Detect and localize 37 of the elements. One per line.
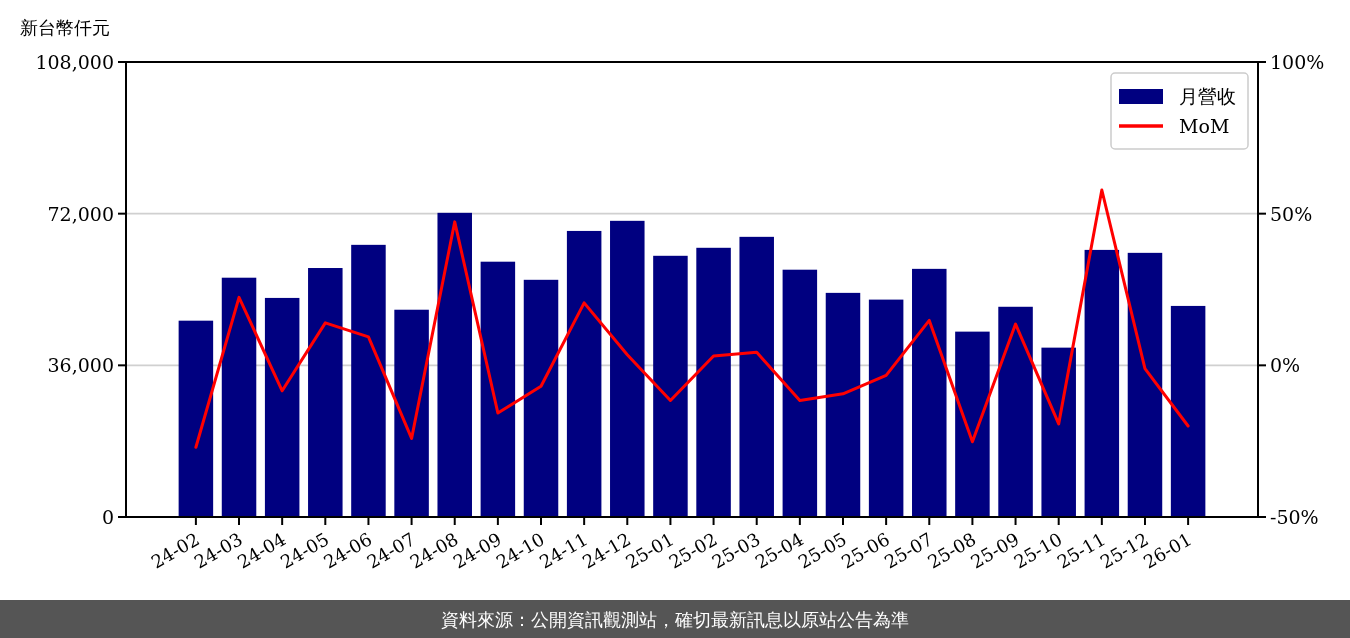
bar xyxy=(437,212,472,517)
y-tick-label: 108,000 xyxy=(35,51,114,73)
bar xyxy=(1170,305,1206,517)
bar xyxy=(825,292,861,517)
y2-tick-label: 100% xyxy=(1270,51,1325,73)
bar xyxy=(523,279,559,517)
bar xyxy=(1127,252,1163,517)
bar xyxy=(351,244,386,517)
y2-tick-label: -50% xyxy=(1270,506,1319,528)
bar xyxy=(696,247,731,517)
y2-tick-label: 0% xyxy=(1270,354,1301,377)
y-axis-title: 新台幣仟元 xyxy=(20,17,110,38)
bar xyxy=(782,269,818,517)
bar xyxy=(739,236,774,517)
bar xyxy=(178,320,214,517)
bar xyxy=(1041,347,1076,517)
bar xyxy=(912,268,947,517)
bar xyxy=(610,220,645,517)
y2-tick-label: 50% xyxy=(1270,202,1313,225)
bar xyxy=(394,309,429,517)
y-tick-label: 36,000 xyxy=(47,354,114,377)
bar xyxy=(1084,249,1120,517)
y-tick-label: 0 xyxy=(101,506,114,528)
bar xyxy=(566,230,602,517)
bar xyxy=(868,299,904,517)
bar xyxy=(955,331,990,517)
line-series xyxy=(194,188,1190,449)
source-note: 資料來源：公開資訊觀測站，確切最新訊息以原站公告為準 xyxy=(441,609,909,630)
bar xyxy=(221,277,257,517)
y-tick-label: 72,000 xyxy=(47,202,114,225)
legend-label: MoM xyxy=(1179,115,1230,137)
bar xyxy=(653,255,688,517)
bar xyxy=(998,306,1033,517)
bar xyxy=(308,268,343,517)
bar xyxy=(264,297,300,517)
legend-label: 月營收 xyxy=(1179,85,1236,107)
bar xyxy=(480,261,516,517)
